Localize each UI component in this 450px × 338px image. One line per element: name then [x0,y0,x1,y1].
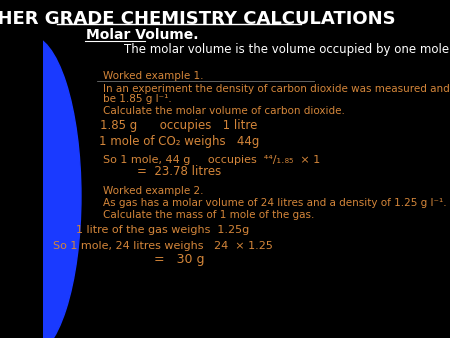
Text: Worked example 2.: Worked example 2. [103,186,203,196]
Text: =  23.78 litres: = 23.78 litres [137,165,221,178]
Ellipse shape [0,35,81,338]
Text: As gas has a molar volume of 24 litres and a density of 1.25 g l⁻¹.: As gas has a molar volume of 24 litres a… [103,198,446,208]
Text: 1.85 g      occupies   1 litre: 1.85 g occupies 1 litre [100,119,257,132]
Text: HIGHER GRADE CHEMISTRY CALCULATIONS: HIGHER GRADE CHEMISTRY CALCULATIONS [0,9,396,28]
Text: So 1 mole, 44 g     occupies  ⁴⁴/₁.₈₅  × 1: So 1 mole, 44 g occupies ⁴⁴/₁.₈₅ × 1 [103,154,320,165]
Text: In an experiment the density of carbon dioxide was measured and found to: In an experiment the density of carbon d… [103,83,450,94]
Text: Worked example 1.: Worked example 1. [103,71,203,81]
Text: Calculate the molar volume of carbon dioxide.: Calculate the molar volume of carbon dio… [103,106,345,116]
Text: The molar volume is the volume occupied by one mole of a gas.: The molar volume is the volume occupied … [125,43,450,55]
Text: 1 litre of the gas weighs  1.25g: 1 litre of the gas weighs 1.25g [76,225,249,235]
Text: 1 mole of CO₂ weighs   44g: 1 mole of CO₂ weighs 44g [99,135,259,148]
Text: Calculate the mass of 1 mole of the gas.: Calculate the mass of 1 mole of the gas. [103,210,314,220]
Text: =   30 g: = 30 g [153,253,204,266]
Text: be 1.85 g l⁻¹.: be 1.85 g l⁻¹. [103,94,171,104]
Text: So 1 mole, 24 litres weighs   24  × 1.25: So 1 mole, 24 litres weighs 24 × 1.25 [53,241,272,251]
Text: Molar Volume.: Molar Volume. [86,28,199,43]
